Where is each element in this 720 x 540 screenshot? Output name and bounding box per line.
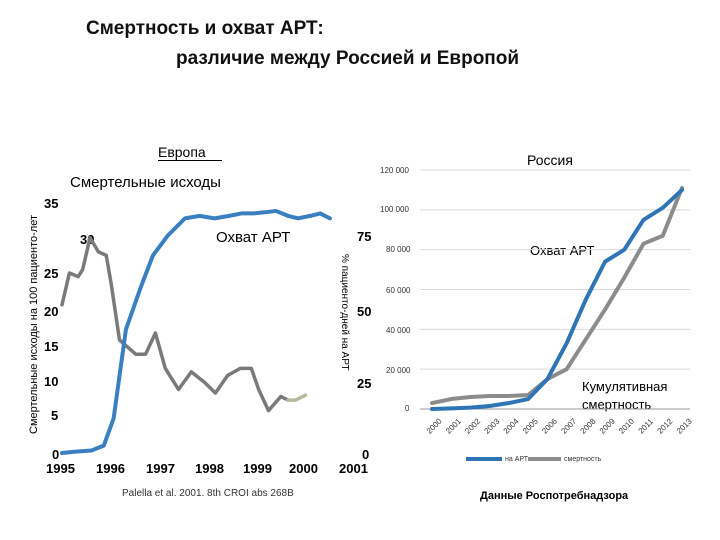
europe-x-tick: 2000: [289, 461, 318, 476]
russia-x-tick: 2011: [637, 417, 656, 436]
russia-x-tick: 2010: [617, 416, 636, 435]
russia-art-annotation: Охват АРТ: [530, 243, 595, 258]
russia-x-tick: 2013: [675, 416, 694, 435]
europe-source: Palella et al. 2001. 8th CROI abs 268B: [122, 488, 294, 499]
europe-left-tick: 15: [44, 339, 59, 354]
russia-legend-art: на АРТ: [505, 456, 529, 463]
europe-left-tick: 20: [44, 304, 59, 319]
europe-chart: [60, 208, 332, 455]
europe-series-deaths-tail: [286, 393, 308, 402]
russia-series-art: [430, 187, 684, 411]
russia-deaths-annotation: Кумулятивная смертность: [582, 379, 668, 412]
europe-left-tick: 10: [44, 374, 59, 389]
russia-panel-title: Россия: [527, 152, 573, 168]
europe-x-tick: 1998: [195, 461, 224, 476]
russia-y-tick: 40 000: [386, 326, 411, 335]
europe-series-art: [60, 208, 332, 455]
europe-x-tick: 1999: [243, 461, 272, 476]
europe-deaths-annotation: Смертельные исходы: [70, 174, 221, 191]
russia-x-tick: 2006: [540, 416, 559, 435]
russia-x-tick: 2007: [559, 416, 578, 435]
russia-y-tick: 0: [405, 404, 410, 413]
europe-left-tick: 35: [44, 196, 59, 211]
europe-x-tick: 1996: [96, 461, 125, 476]
europe-left-tick: 0: [52, 447, 60, 462]
russia-y-tick: 20 000: [386, 366, 411, 375]
russia-source: Данные Роспотребнадзора: [480, 490, 629, 502]
russia-x-tick: 2000: [425, 416, 444, 435]
europe-x-tick: 1995: [46, 461, 75, 476]
europe-left-tick: 30: [80, 232, 95, 247]
slide-title-line2: различие между Россией и Европой: [176, 48, 520, 69]
europe-x-tick: 1997: [146, 461, 175, 476]
europe-right-tick: 0: [362, 447, 370, 462]
europe-left-tick: 25: [44, 266, 59, 281]
russia-chart: 2000 2001 2002 2003 2004 2005 2006 2007 2008 2009…: [420, 169, 694, 461]
europe-series-deaths: [60, 236, 290, 413]
europe-x-tick: 2001: [339, 461, 368, 476]
russia-x-tick: 2009: [598, 416, 617, 435]
europe-right-tick: 25: [357, 376, 372, 391]
russia-y-tick: 80 000: [386, 245, 411, 254]
slide-title-line1: Смертность и охват АРТ:: [86, 18, 324, 39]
russia-legend-deaths: смертность: [564, 456, 602, 463]
russia-x-tick: 2008: [579, 416, 598, 435]
russia-x-tick: 2003: [482, 416, 501, 435]
russia-x-tick: 2001: [444, 416, 463, 435]
russia-x-tick: 2004: [502, 416, 521, 435]
russia-x-tick: 2005: [521, 416, 540, 435]
europe-art-annotation: Охват АРТ: [216, 229, 291, 246]
russia-x-tick: 2012: [656, 416, 675, 435]
russia-x-tick: 2002: [463, 416, 482, 435]
russia-y-tick: 120 000: [380, 166, 409, 175]
russia-y-tick: 60 000: [386, 286, 411, 295]
europe-right-tick: 50: [357, 304, 372, 319]
russia-y-tick: 100 000: [380, 205, 409, 214]
europe-left-tick: 5: [51, 408, 59, 423]
europe-right-tick: 75: [357, 229, 372, 244]
europe-panel-title: Европа: [158, 144, 222, 161]
russia-series-deaths: [430, 185, 684, 406]
